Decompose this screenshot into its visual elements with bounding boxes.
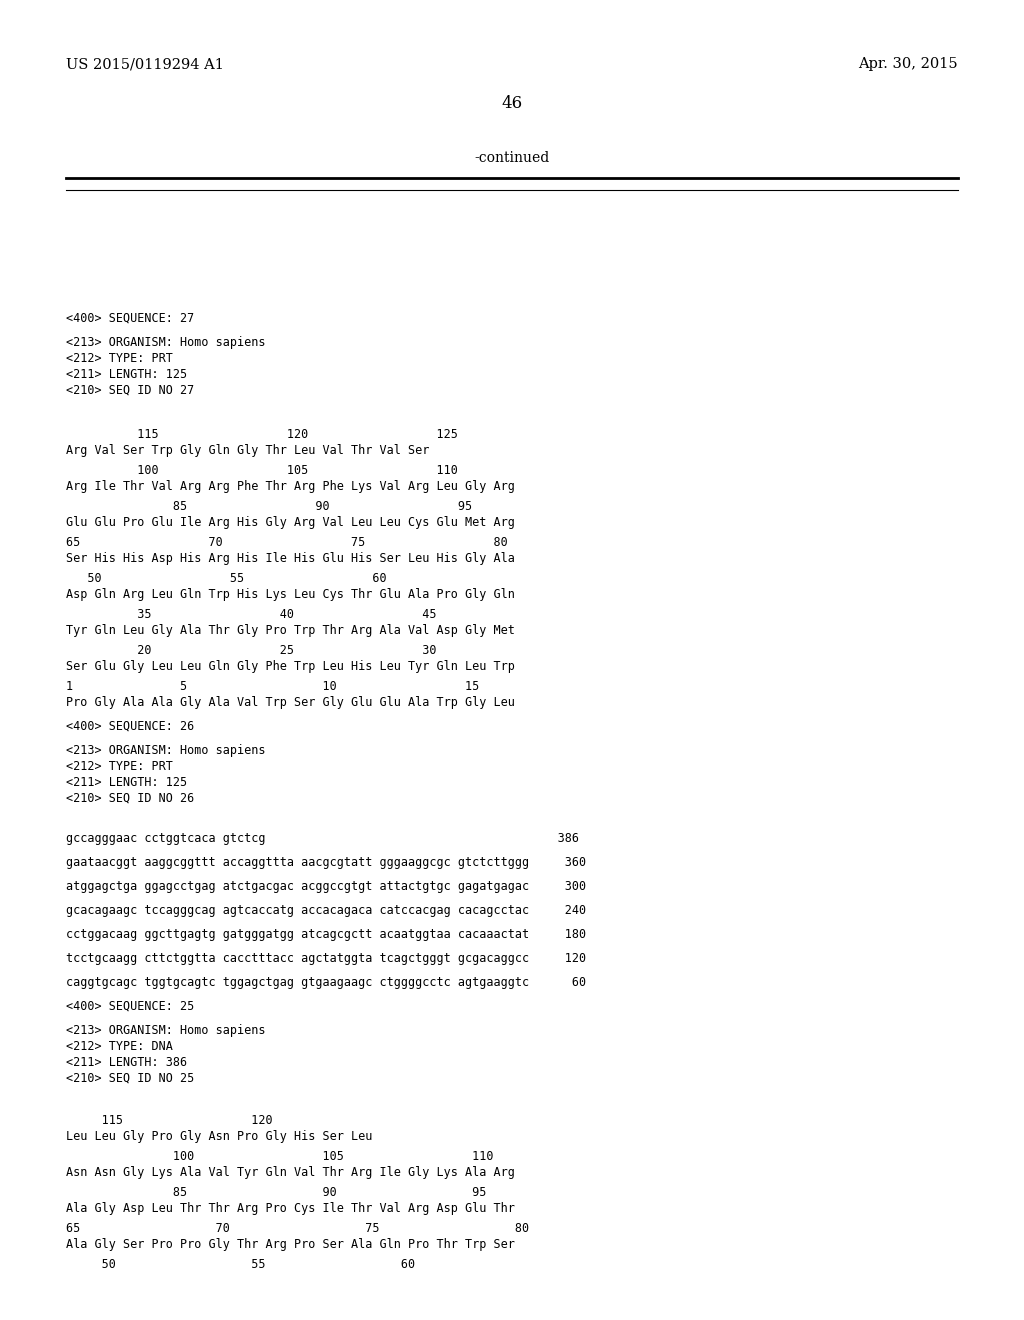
Text: <212> TYPE: DNA: <212> TYPE: DNA [66, 1040, 173, 1053]
Text: gccagggaac cctggtcaca gtctcg                                         386: gccagggaac cctggtcaca gtctcg 386 [66, 832, 579, 845]
Text: 85                   90                   95: 85 90 95 [66, 1185, 486, 1199]
Text: <210> SEQ ID NO 27: <210> SEQ ID NO 27 [66, 384, 195, 397]
Text: 50                  55                  60: 50 55 60 [66, 572, 387, 585]
Text: US 2015/0119294 A1: US 2015/0119294 A1 [66, 57, 224, 71]
Text: 115                  120: 115 120 [66, 1114, 272, 1127]
Text: Apr. 30, 2015: Apr. 30, 2015 [858, 57, 958, 71]
Text: 35                  40                  45: 35 40 45 [66, 609, 436, 620]
Text: Glu Glu Pro Glu Ile Arg His Gly Arg Val Leu Leu Cys Glu Met Arg: Glu Glu Pro Glu Ile Arg His Gly Arg Val … [66, 516, 515, 529]
Text: <213> ORGANISM: Homo sapiens: <213> ORGANISM: Homo sapiens [66, 337, 265, 348]
Text: Asp Gln Arg Leu Gln Trp His Lys Leu Cys Thr Glu Ala Pro Gly Gln: Asp Gln Arg Leu Gln Trp His Lys Leu Cys … [66, 587, 515, 601]
Text: Leu Leu Gly Pro Gly Asn Pro Gly His Ser Leu: Leu Leu Gly Pro Gly Asn Pro Gly His Ser … [66, 1130, 373, 1143]
Text: Ala Gly Asp Leu Thr Thr Arg Pro Cys Ile Thr Val Arg Asp Glu Thr: Ala Gly Asp Leu Thr Thr Arg Pro Cys Ile … [66, 1203, 515, 1214]
Text: 100                  105                  110: 100 105 110 [66, 465, 458, 477]
Text: cctggacaag ggcttgagtg gatgggatgg atcagcgctt acaatggtaa cacaaactat     180: cctggacaag ggcttgagtg gatgggatgg atcagcg… [66, 928, 586, 941]
Text: Ala Gly Ser Pro Pro Gly Thr Arg Pro Ser Ala Gln Pro Thr Trp Ser: Ala Gly Ser Pro Pro Gly Thr Arg Pro Ser … [66, 1238, 515, 1251]
Text: <400> SEQUENCE: 25: <400> SEQUENCE: 25 [66, 1001, 195, 1012]
Text: atggagctga ggagcctgag atctgacgac acggccgtgt attactgtgc gagatgagac     300: atggagctga ggagcctgag atctgacgac acggccg… [66, 880, 586, 894]
Text: -continued: -continued [474, 150, 550, 165]
Text: Tyr Gln Leu Gly Ala Thr Gly Pro Trp Thr Arg Ala Val Asp Gly Met: Tyr Gln Leu Gly Ala Thr Gly Pro Trp Thr … [66, 624, 515, 638]
Text: gaataacggt aaggcggttt accaggttta aacgcgtatt gggaaggcgc gtctcttggg     360: gaataacggt aaggcggttt accaggttta aacgcgt… [66, 855, 586, 869]
Text: 46: 46 [502, 95, 522, 112]
Text: <213> ORGANISM: Homo sapiens: <213> ORGANISM: Homo sapiens [66, 744, 265, 756]
Text: gcacagaagc tccagggcag agtcaccatg accacagaca catccacgag cacagcctac     240: gcacagaagc tccagggcag agtcaccatg accacag… [66, 904, 586, 917]
Text: <400> SEQUENCE: 27: <400> SEQUENCE: 27 [66, 312, 195, 325]
Text: 65                   70                   75                   80: 65 70 75 80 [66, 1222, 529, 1236]
Text: <211> LENGTH: 386: <211> LENGTH: 386 [66, 1056, 187, 1069]
Text: 50                   55                   60: 50 55 60 [66, 1258, 415, 1271]
Text: 20                  25                  30: 20 25 30 [66, 644, 436, 657]
Text: tcctgcaagg cttctggtta cacctttacc agctatggta tcagctgggt gcgacaggcc     120: tcctgcaagg cttctggtta cacctttacc agctatg… [66, 952, 586, 965]
Text: Ser His His Asp His Arg His Ile His Glu His Ser Leu His Gly Ala: Ser His His Asp His Arg His Ile His Glu … [66, 552, 515, 565]
Text: Ser Glu Gly Leu Leu Gln Gly Phe Trp Leu His Leu Tyr Gln Leu Trp: Ser Glu Gly Leu Leu Gln Gly Phe Trp Leu … [66, 660, 515, 673]
Text: <210> SEQ ID NO 25: <210> SEQ ID NO 25 [66, 1072, 195, 1085]
Text: 65                  70                  75                  80: 65 70 75 80 [66, 536, 508, 549]
Text: Asn Asn Gly Lys Ala Val Tyr Gln Val Thr Arg Ile Gly Lys Ala Arg: Asn Asn Gly Lys Ala Val Tyr Gln Val Thr … [66, 1166, 515, 1179]
Text: caggtgcagc tggtgcagtc tggagctgag gtgaagaagc ctggggcctc agtgaaggtc      60: caggtgcagc tggtgcagtc tggagctgag gtgaaga… [66, 975, 586, 989]
Text: 85                  90                  95: 85 90 95 [66, 500, 472, 513]
Text: <213> ORGANISM: Homo sapiens: <213> ORGANISM: Homo sapiens [66, 1024, 265, 1038]
Text: 115                  120                  125: 115 120 125 [66, 428, 458, 441]
Text: <400> SEQUENCE: 26: <400> SEQUENCE: 26 [66, 719, 195, 733]
Text: <212> TYPE: PRT: <212> TYPE: PRT [66, 760, 173, 774]
Text: Arg Ile Thr Val Arg Arg Phe Thr Arg Phe Lys Val Arg Leu Gly Arg: Arg Ile Thr Val Arg Arg Phe Thr Arg Phe … [66, 480, 515, 492]
Text: <211> LENGTH: 125: <211> LENGTH: 125 [66, 368, 187, 381]
Text: Pro Gly Ala Ala Gly Ala Val Trp Ser Gly Glu Glu Ala Trp Gly Leu: Pro Gly Ala Ala Gly Ala Val Trp Ser Gly … [66, 696, 515, 709]
Text: Arg Val Ser Trp Gly Gln Gly Thr Leu Val Thr Val Ser: Arg Val Ser Trp Gly Gln Gly Thr Leu Val … [66, 444, 429, 457]
Text: <211> LENGTH: 125: <211> LENGTH: 125 [66, 776, 187, 789]
Text: 1               5                   10                  15: 1 5 10 15 [66, 680, 479, 693]
Text: <212> TYPE: PRT: <212> TYPE: PRT [66, 352, 173, 366]
Text: 100                  105                  110: 100 105 110 [66, 1150, 494, 1163]
Text: <210> SEQ ID NO 26: <210> SEQ ID NO 26 [66, 792, 195, 805]
